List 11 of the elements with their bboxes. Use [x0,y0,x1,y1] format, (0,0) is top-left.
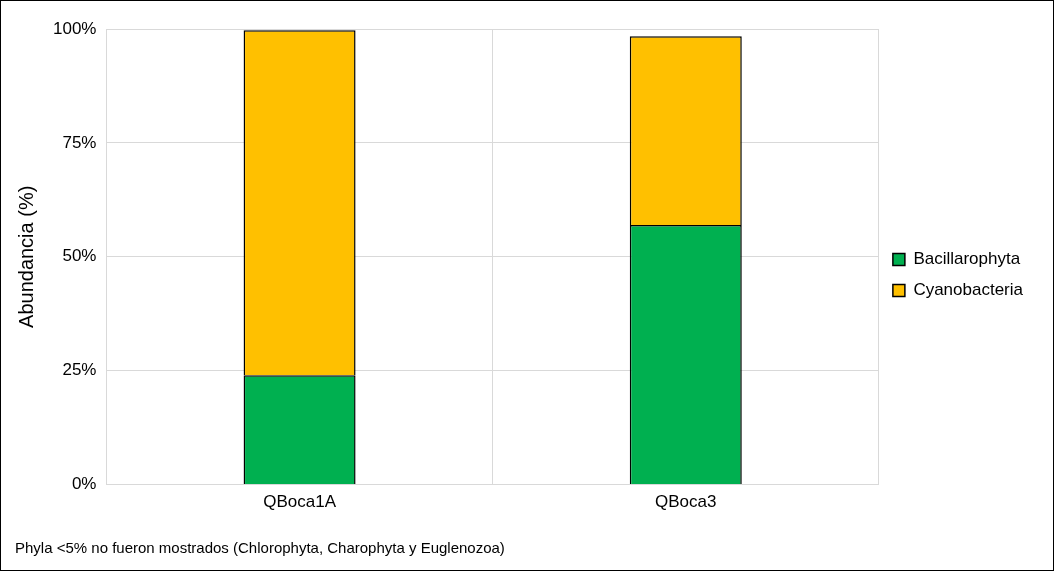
legend-label: Bacillarophyta [913,249,1021,269]
y-tick-label: 100% [53,18,97,38]
y-tick-label: 25% [62,360,97,380]
y-tick-label: 75% [62,132,97,152]
x-tick-label: QBoca3 [655,492,717,512]
y-axis-title: Abundancia (%) [14,185,37,328]
text: Phyla <5% no fueron mostrados (Chlorophyta, Charophyta y Euglenozoa) [15,539,505,556]
y-tick-label: 50% [62,246,97,266]
x-tick-label: QBoca1A [263,492,337,512]
y-tick-label: 0% [71,474,97,494]
legend-label: Cyanobacteria [913,280,1024,300]
